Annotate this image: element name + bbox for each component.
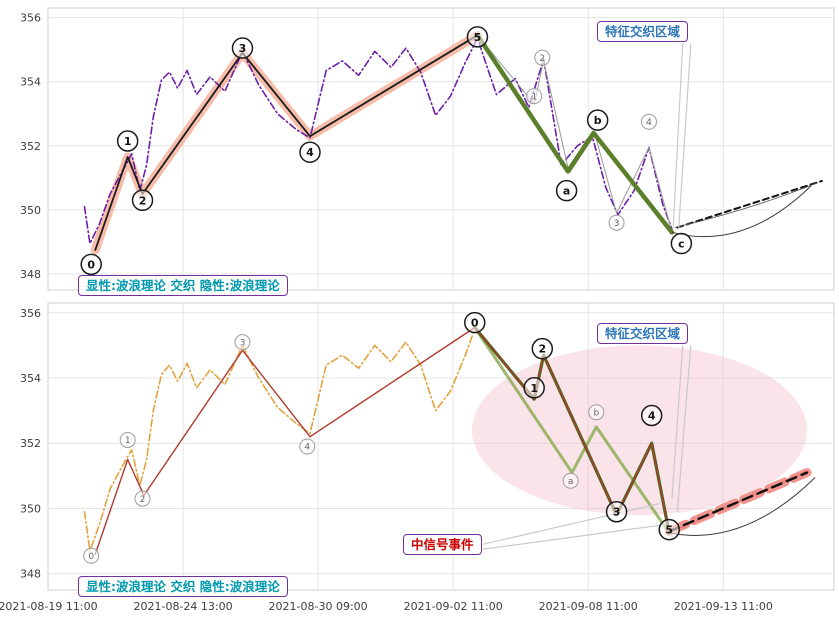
series-explicit-wave-red [94, 326, 808, 555]
wave-marker-label: 4 [306, 146, 314, 159]
x-tick-label: 2021-08-30 09:00 [269, 600, 368, 613]
wave-marker-label: 4 [646, 118, 652, 128]
wave-marker-circle [640, 404, 663, 427]
chart-panel-top: 348 350 352 354 356 0 1 2 3 4 5 a b c 1 2 3 4 [20, 7, 835, 291]
wave-marker-circle [534, 49, 551, 66]
wave-marker-circle [131, 189, 154, 212]
top-chart-theory-label: 显性:波浪理论 交织 隐性:波浪理论 [78, 275, 288, 296]
wave-marker-label: 3 [239, 42, 247, 55]
wave-marker-circle [658, 518, 680, 541]
wave-marker-label: 1 [530, 382, 538, 395]
x-tick-label: 2021-08-19 11:00 [0, 600, 98, 613]
wave-marker-circle [464, 311, 486, 334]
wave-marker-label: 1 [125, 436, 131, 446]
wave-marker-circle [608, 214, 625, 231]
wave-marker-circle [299, 141, 321, 163]
wave-marker-label: 0 [87, 258, 95, 271]
wave-marker-circle [523, 377, 545, 399]
callout-line [672, 43, 684, 226]
wave-marker-label: 2 [539, 54, 545, 64]
decor-arc-companion [674, 182, 818, 228]
wave-marker-label: 4 [648, 410, 656, 423]
wave-marker-label: 4 [304, 443, 310, 453]
series-implicit-abc-green [475, 32, 675, 235]
y-tick-label: 352 [20, 140, 41, 153]
wave-marker-circle [670, 232, 693, 255]
wave-marker-circle [562, 472, 579, 489]
wave-marker-label: b [594, 114, 602, 127]
y-tick-label: 350 [20, 502, 41, 515]
x-tick-label: 2021-09-08 11:00 [539, 600, 638, 613]
callout-line [678, 43, 692, 230]
wave-marker-label: 0 [471, 317, 479, 330]
wave-marker-label: 1 [531, 92, 537, 102]
wave-marker-label: a [568, 477, 574, 487]
wave-marker-circle [526, 88, 543, 105]
callout-line [482, 524, 664, 550]
series-hidden-wave-orange [83, 328, 476, 552]
wave-marker-circle [586, 109, 609, 131]
wave-marker-label: 2 [140, 495, 146, 505]
series-hidden-zigzag-thin [477, 34, 673, 233]
wave-marker-circle [555, 179, 578, 202]
wave-marker-circle [83, 547, 100, 564]
callout-line [671, 345, 684, 499]
wave-marker-circle [466, 26, 489, 48]
x-tick-label: 2021-09-13 11:00 [674, 600, 773, 613]
y-tick-label: 348 [20, 268, 41, 281]
bottom-chart-theory-label: 显性:波浪理论 交织 隐性:波浪理论 [78, 576, 288, 597]
wave-marker-circle [119, 431, 136, 448]
wave-marker-label: 0 [88, 552, 94, 562]
y-tick-label: 348 [20, 568, 41, 581]
wave-marker-circle [531, 337, 554, 360]
wave-marker-label: 5 [474, 31, 482, 44]
wave-marker-label: a [563, 185, 570, 198]
wave-marker-label: 3 [613, 506, 621, 519]
chart-panel-bottom: 348 350 352 354 356 0 1 2 3 4 a b 0 1 2 3 4 5 [20, 302, 835, 591]
wave-marker-circle [80, 253, 102, 276]
bottom-chart-region-label: 特征交织区域 [597, 323, 689, 344]
y-tick-label: 350 [20, 204, 41, 217]
x-tick-label: 2021-08-24 13:00 [133, 600, 232, 613]
series-explicit-wave-casing [90, 30, 482, 255]
y-tick-label: 356 [20, 307, 41, 320]
y-tick-label: 354 [20, 372, 41, 385]
wave-marker-circle [231, 37, 254, 59]
wave-marker-label: c [678, 238, 685, 251]
signal-event-label: 中信号事件 [403, 534, 482, 555]
top-chart-region-label: 特征交织区域 [597, 21, 689, 42]
y-tick-label: 356 [20, 12, 41, 25]
series-explicit-wave-line [94, 34, 479, 251]
feature-region-ellipse [472, 345, 807, 515]
callout-line [676, 345, 692, 512]
wave-marker-circle [605, 500, 628, 523]
wave-marker-label: 5 [665, 524, 673, 537]
wave-marker-circle [134, 490, 151, 507]
wave-marker-label: 3 [240, 338, 246, 348]
y-tick-label: 354 [20, 76, 41, 89]
wave-marker-circle [299, 438, 316, 455]
decor-arc-under [669, 477, 816, 536]
wave-marker-label: b [593, 408, 599, 418]
y-tick-label: 352 [20, 437, 41, 450]
wave-marker-label: 1 [124, 135, 132, 148]
wave-marker-label: 2 [139, 194, 147, 207]
wave-marker-circle [116, 130, 139, 152]
wave-marker-label: 2 [538, 343, 546, 356]
callout-line [482, 502, 660, 545]
x-tick-label: 2021-09-02 11:00 [404, 600, 503, 613]
wave-marker-circle [234, 334, 251, 351]
wave-marker-circle [588, 404, 605, 421]
series-hidden-wave-purple [83, 37, 673, 245]
wave-marker-circle [640, 113, 657, 130]
wave-marker-label: 3 [614, 219, 620, 229]
series-trend-dashed [676, 180, 823, 229]
series-signal-trend-dashed [668, 471, 809, 533]
